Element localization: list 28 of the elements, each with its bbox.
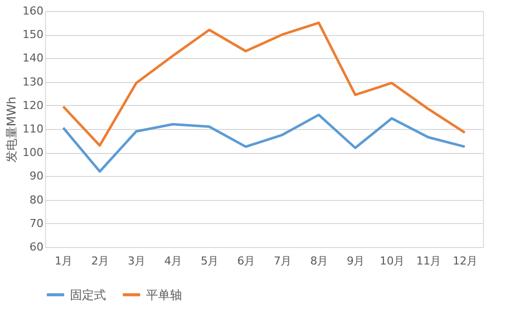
x-tick-label: 5月 [200,254,219,268]
y-tick-label: 150 [22,28,44,42]
y-tick-label: 90 [30,170,44,183]
x-tick-label: 9月 [346,254,365,268]
x-tick-label: 2月 [91,254,110,268]
legend-label: 固定式 [70,288,106,302]
x-tick-label: 12月 [452,254,478,268]
x-tick-label: 10月 [380,254,405,268]
y-axis-title: 发电量MWh [4,96,19,162]
y-tick-label: 110 [22,122,44,136]
y-tick-label: 140 [22,52,44,65]
x-tick-label: 8月 [310,254,328,268]
y-tick-label: 100 [22,146,44,160]
y-tick-label: 160 [22,4,44,18]
x-tick-label: 3月 [128,254,146,268]
legend-label: 平单轴 [146,288,182,302]
line-series [62,114,466,173]
y-tick-label: 130 [22,75,44,88]
y-tick-label: 60 [30,240,44,254]
line-series [62,22,466,147]
x-tick-label: 4月 [164,254,182,268]
y-tick-label: 120 [22,98,44,112]
x-tick-label: 1月 [54,254,73,268]
x-tick-label: 6月 [237,254,256,268]
y-tick-label: 80 [30,193,44,206]
y-tick-label: 70 [30,216,44,230]
x-tick-label: 7月 [274,254,292,268]
x-tick-label: 11月 [416,254,442,268]
